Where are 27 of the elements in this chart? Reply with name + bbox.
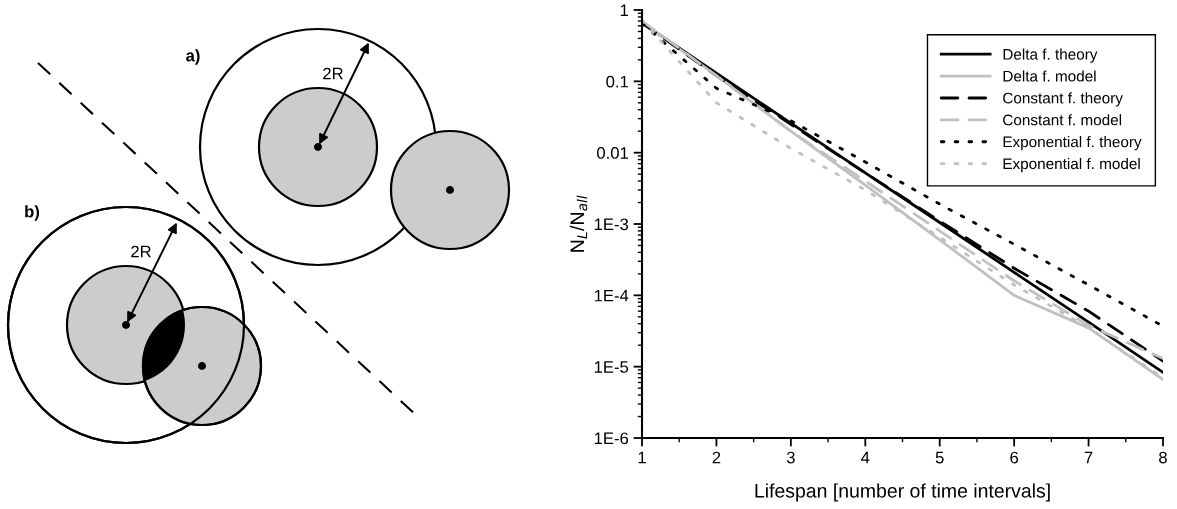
legend-label: Constant f. theory bbox=[1003, 92, 1123, 107]
x-tick-label: 6 bbox=[1010, 451, 1019, 464]
text: 2R bbox=[131, 245, 151, 258]
x-tick-label: 4 bbox=[861, 451, 870, 464]
y-axis-title: N$_{L}$/N$_{all}$ bbox=[569, 195, 588, 252]
x-tick-label: 8 bbox=[1159, 451, 1167, 464]
legend-label: Constant f. model bbox=[1003, 114, 1122, 126]
y-tick-label: 1 bbox=[620, 4, 628, 17]
text: 2R bbox=[323, 67, 343, 80]
y-tick-label: 1E-5 bbox=[594, 361, 629, 373]
x-tick-label: 1 bbox=[638, 451, 646, 464]
text: b) bbox=[25, 205, 40, 221]
y-tick-label: 0.01 bbox=[597, 147, 628, 159]
legend-label: Delta f. theory bbox=[1003, 48, 1098, 63]
y-tick-label: 0.1 bbox=[606, 75, 628, 88]
x-tick-label: 7 bbox=[1084, 451, 1093, 464]
legend-label: Exponential f. model bbox=[1003, 157, 1140, 173]
y-tick-label: 1E-6 bbox=[594, 432, 629, 445]
x-tick-label: 3 bbox=[786, 451, 795, 464]
x-axis-title: Lifespan [number of time intervals] bbox=[755, 483, 1050, 502]
y-tick-label: 1E-4 bbox=[594, 289, 629, 302]
text: a) bbox=[186, 49, 200, 65]
legend-label: Exponential f. theory bbox=[1003, 136, 1142, 151]
x-tick-label: 5 bbox=[935, 451, 944, 464]
x-tick-label: 2 bbox=[712, 451, 721, 464]
y-tick-label: 1E-3 bbox=[594, 218, 629, 231]
legend-label: Delta f. model bbox=[1003, 70, 1096, 82]
